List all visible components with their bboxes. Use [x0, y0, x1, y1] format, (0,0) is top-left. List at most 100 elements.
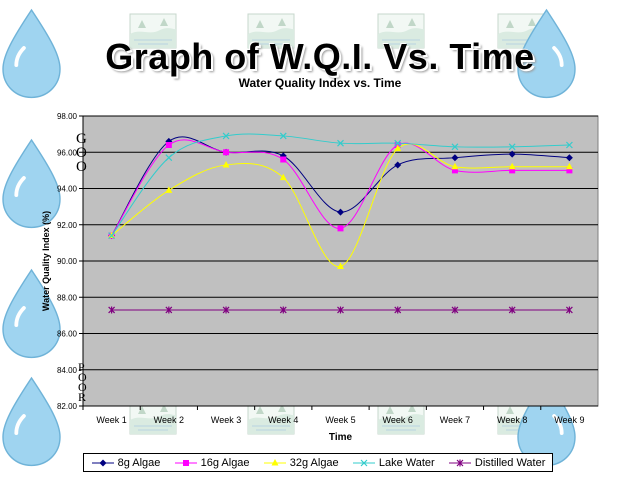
series-line-8g-algae	[111, 136, 570, 236]
x-tick-label: Week 9	[554, 415, 584, 425]
legend-item-distilled-water: Distilled Water	[448, 457, 545, 469]
data-point-32g-algae	[565, 162, 573, 170]
stray-letter-bottom: O	[78, 380, 87, 394]
data-point-8g-algae	[508, 150, 516, 158]
water-drop-icon	[2, 268, 61, 359]
legend-label: 32g Algae	[289, 456, 339, 469]
data-point-distilled-water	[222, 306, 230, 314]
series-lake-water	[108, 132, 573, 240]
data-point-16g-algae	[165, 142, 172, 148]
data-point-32g-algae	[451, 162, 459, 170]
data-point-distilled-water	[337, 306, 344, 314]
stray-letter-top: O	[76, 159, 87, 175]
y-tick-label: 88.00	[57, 293, 78, 302]
x-tick-label: Week 5	[325, 415, 355, 425]
data-point-16g-algae	[223, 149, 230, 156]
lake-landscape-icon	[247, 13, 295, 49]
y-tick-label: 82.00	[57, 402, 78, 411]
data-point-distilled-water	[451, 306, 459, 314]
data-point-16g-algae	[337, 225, 344, 232]
legend-swatch	[263, 458, 286, 465]
legend-marker	[271, 458, 279, 465]
stray-letter-bottom: P	[78, 360, 85, 374]
legend-item-lake-water: Lake Water	[352, 457, 435, 469]
legend-item-32g-algae: 32g Algae	[263, 457, 339, 469]
data-point-8g-algae	[337, 208, 344, 216]
data-point-lake-water	[279, 132, 287, 140]
stray-letter-bottom: O	[78, 370, 87, 384]
stray-letter-bottom: R	[78, 390, 86, 404]
data-point-distilled-water	[165, 306, 173, 314]
data-point-distilled-water	[394, 306, 402, 314]
data-point-distilled-water	[508, 306, 516, 314]
x-tick-label: Week 2	[154, 415, 184, 425]
data-point-32g-algae	[222, 160, 230, 168]
y-tick-label: 92.00	[57, 221, 78, 230]
data-point-32g-algae	[508, 162, 516, 170]
x-tick-label: Week 8	[497, 415, 527, 425]
x-tick-label: Week 3	[211, 415, 241, 425]
legend-swatch	[448, 459, 471, 466]
data-point-32g-algae	[337, 262, 344, 269]
legend-label: 16g Algae	[200, 456, 250, 469]
data-point-32g-algae	[165, 186, 173, 193]
x-tick-label: Week 6	[383, 415, 413, 425]
slide-title: Graph of W.Q.I. Vs. Time	[105, 36, 535, 77]
data-point-lake-water	[508, 143, 516, 151]
data-point-distilled-water	[279, 306, 287, 314]
lake-landscape-icon	[377, 13, 425, 49]
water-drop-icon	[2, 8, 61, 99]
data-point-16g-algae	[509, 167, 516, 174]
data-point-8g-algae	[451, 154, 459, 162]
water-drop-icon	[2, 376, 61, 467]
chart-legend: 8g Algae 16g Algae 32g Algae Lake Water Dist…	[83, 453, 553, 472]
legend-label: Lake Water	[378, 456, 435, 469]
chart-title: Water Quality Index vs. Time	[238, 76, 402, 90]
y-tick-label: 98.00	[57, 112, 78, 121]
x-tick-label: Week 7	[440, 415, 470, 425]
legend-label: 8g Algae	[117, 456, 161, 469]
x-tick-label: Week 1	[96, 415, 126, 425]
legend-swatch	[352, 459, 375, 466]
data-point-16g-algae	[451, 167, 458, 174]
x-tick-label: Week 4	[268, 415, 298, 425]
data-point-lake-water	[451, 143, 459, 151]
data-point-8g-algae	[565, 154, 573, 162]
stray-letter-top: O	[76, 145, 87, 161]
legend-marker	[99, 459, 107, 466]
data-point-lake-water	[165, 154, 173, 162]
y-tick-label: 94.00	[57, 185, 78, 194]
data-point-lake-water	[394, 139, 402, 147]
data-point-distilled-water	[108, 306, 116, 314]
water-drop-icon	[517, 8, 576, 99]
lake-landscape-icon	[129, 13, 177, 49]
data-point-16g-algae	[280, 156, 287, 163]
data-point-32g-algae	[394, 144, 402, 152]
water-drop-icon	[2, 138, 61, 229]
y-tick-label: 84.00	[57, 366, 78, 375]
data-point-distilled-water	[565, 306, 573, 314]
data-point-lake-water	[337, 139, 344, 147]
data-point-8g-algae	[394, 161, 402, 169]
data-point-lake-water	[108, 232, 116, 240]
legend-item-8g-algae: 8g Algae	[91, 456, 161, 469]
series-distilled-water	[108, 306, 573, 314]
data-point-lake-water	[222, 132, 230, 140]
series-32g-algae	[108, 143, 573, 269]
y-axis-label: Water Quality Index (%)	[41, 211, 51, 311]
y-tick-label: 86.00	[57, 330, 78, 339]
legend-marker	[182, 459, 189, 466]
legend-item-16g-algae: 16g Algae	[174, 457, 250, 469]
data-point-32g-algae	[279, 173, 287, 181]
x-axis-label: Time	[329, 432, 353, 443]
stray-letter-top: G	[76, 131, 87, 147]
data-point-lake-water	[565, 141, 573, 149]
legend-marker	[456, 459, 464, 466]
legend-swatch	[174, 459, 197, 466]
legend-swatch	[91, 459, 114, 466]
data-point-16g-algae	[566, 167, 573, 174]
y-tick-label: 96.00	[57, 148, 78, 157]
legend-marker	[360, 459, 368, 466]
